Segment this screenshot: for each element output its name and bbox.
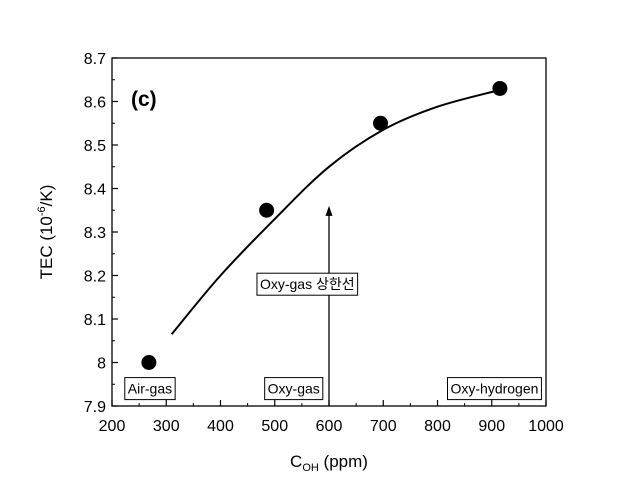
data-point: [492, 80, 508, 96]
x-axis: 200 300 400 500 600 700 800 900 1000: [99, 400, 564, 435]
y-tick-label: 8: [97, 356, 106, 373]
x-tick-label: 300: [153, 418, 180, 435]
y-tick-label: 8.1: [84, 312, 106, 329]
annotation-box: Air-gas: [124, 377, 176, 401]
data-point: [259, 202, 275, 218]
annotation-box: Oxy-gas 상한선: [256, 272, 359, 296]
y-tick-label: 8.4: [84, 182, 106, 199]
upper-limit-arrow: [325, 205, 333, 406]
annotation-text: Oxy-hydrogen: [450, 381, 538, 397]
x-tick-label: 400: [207, 418, 234, 435]
y-axis-title-rest: /K): [37, 185, 56, 207]
x-tick-label: 1000: [528, 418, 564, 435]
annotation-frame: [446, 377, 542, 401]
annotation-text: Oxy-gas: [268, 381, 320, 397]
annotation-frame: [124, 377, 176, 401]
y-tick-label: 8.5: [84, 138, 106, 155]
x-tick-label: 800: [424, 418, 451, 435]
annotation-box: Oxy-gas: [264, 377, 324, 401]
annotation-text: Oxy-gas 상한선: [260, 276, 355, 292]
arrow-head: [325, 205, 333, 216]
annotation-frame: [264, 377, 324, 401]
fit-curve: [170, 89, 498, 335]
y-axis-title-main: TEC (10: [37, 216, 56, 279]
x-axis-title-main: C: [290, 452, 302, 471]
y-tick-label: 8.3: [84, 225, 106, 242]
y-axis-title: TEC (10-6/K): [36, 185, 56, 280]
y-tick-label: 7.9: [84, 399, 106, 416]
y-tick-label: 8.2: [84, 269, 106, 286]
y-tick-label: 8.7: [84, 51, 106, 68]
x-tick-label: 600: [316, 418, 343, 435]
data-point: [141, 355, 157, 370]
y-axis-title-superscript: -6: [36, 206, 48, 216]
annotation-box: Oxy-hydrogen: [446, 377, 542, 401]
x-tick-label: 700: [370, 418, 397, 435]
x-axis-title-rest: (ppm): [319, 452, 368, 471]
panel-label: (c): [131, 88, 157, 111]
y-tick-label: 8.6: [84, 95, 106, 112]
x-tick-label: 200: [99, 418, 126, 435]
x-axis-title: COH (ppm): [290, 452, 368, 474]
data-points: [141, 80, 508, 370]
x-axis-title-subscript: OH: [302, 462, 319, 474]
x-tick-label: 900: [478, 418, 505, 435]
annotations: Air-gas Oxy-gas Oxy-hydrogen Oxy-gas 상한선: [124, 272, 542, 401]
y-axis: 7.9 8 8.1 8.2 8.3 8.4 8.5 8.6 8.7: [84, 51, 118, 416]
data-point: [373, 115, 389, 131]
annotation-text: Air-gas: [128, 381, 172, 397]
annotation-frame: [256, 272, 359, 296]
x-tick-label: 500: [261, 418, 288, 435]
